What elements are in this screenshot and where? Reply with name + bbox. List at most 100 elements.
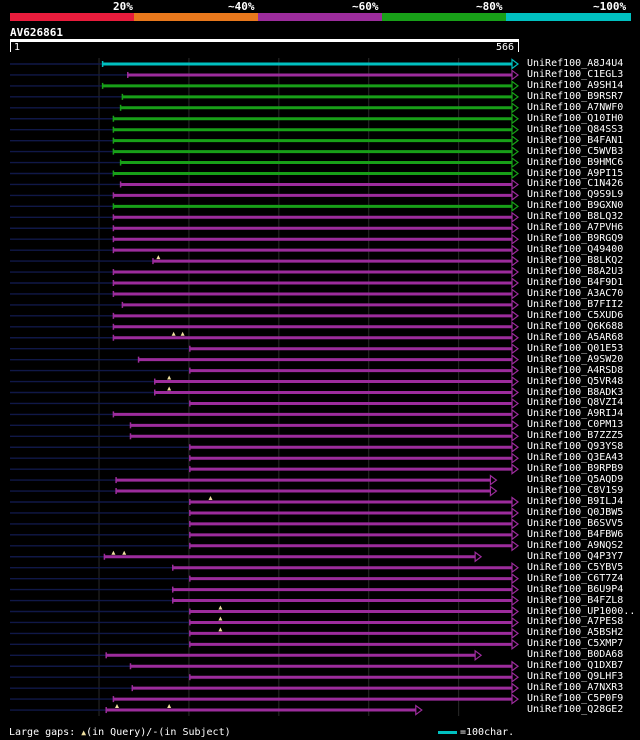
hit-label[interactable]: UniRef100_Q3EA43 [527, 452, 624, 464]
hit-row-uniref100-a7pes8[interactable] [10, 616, 519, 629]
hit-row-uniref100-c1egl3[interactable] [10, 69, 519, 81]
hit-label[interactable]: UniRef100_Q01E53 [527, 342, 624, 354]
hit-row-uniref100-c8v1s9[interactable] [10, 485, 498, 497]
hit-row-uniref100-b6u9p4[interactable] [10, 583, 519, 596]
hit-label[interactable]: UniRef100_B8A2U3 [527, 266, 624, 278]
hit-row-uniref100-b9ilj4[interactable] [10, 496, 519, 508]
hit-label[interactable]: UniRef100_Q1DXB7 [527, 660, 624, 672]
hit-label[interactable]: UniRef100_A3AC70 [527, 287, 624, 299]
hit-label[interactable]: UniRef100_A5BSH2 [527, 627, 624, 639]
hit-row-uniref100-q4p3y7[interactable] [10, 550, 483, 563]
hit-row-uniref100-q5vr48[interactable] [10, 375, 519, 388]
hit-row-uniref100-q0jbw5[interactable] [10, 507, 519, 519]
hit-label[interactable]: UniRef100_C5WVB3 [527, 145, 624, 157]
hit-row-uniref100-q1dxb7[interactable] [10, 660, 519, 672]
hit-label[interactable]: UniRef100_B8LQ32 [527, 211, 624, 223]
hit-label[interactable]: UniRef100_B4FAN1 [527, 134, 624, 146]
hit-row-uniref100-b8lq32[interactable] [10, 211, 519, 223]
hit-label[interactable]: UniRef100_A5AR68 [527, 331, 624, 343]
hit-label[interactable]: UniRef100_Q84SS3 [527, 123, 624, 135]
hit-row-uniref100-b9gxn0[interactable] [10, 200, 519, 213]
hit-label[interactable]: UniRef100_Q10IH0 [527, 112, 624, 124]
hit-row-uniref100-q10ih0[interactable] [10, 113, 519, 125]
hit-row-uniref100-b4fan1[interactable] [10, 134, 519, 147]
hit-label[interactable]: UniRef100_B9HMC6 [527, 156, 624, 168]
hit-row-uniref100-a8j4u4[interactable] [10, 58, 519, 70]
hit-label[interactable]: UniRef100_A9PI15 [527, 167, 624, 179]
hit-row-uniref100-c5xmp7[interactable] [10, 638, 519, 651]
hit-label[interactable]: UniRef100_B9RSR7 [527, 90, 624, 102]
hit-label[interactable]: UniRef100_Q6K688 [527, 320, 624, 332]
hit-label[interactable]: UniRef100_C1N426 [527, 178, 624, 190]
hit-label[interactable]: UniRef100_B4FZL8 [527, 594, 624, 606]
hit-label[interactable]: UniRef100_Q5VR48 [527, 375, 624, 387]
hit-label[interactable]: UniRef100_Q28GE2 [527, 704, 624, 716]
hit-label[interactable]: UniRef100_A7PES8 [527, 616, 624, 628]
hit-row-uniref100-c0pm13[interactable] [10, 419, 519, 432]
hit-row-uniref100-b4fbw6[interactable] [10, 529, 519, 541]
hit-label[interactable]: UniRef100_C5YBV5 [527, 561, 624, 573]
hit-label[interactable]: UniRef100_B9ILJ4 [527, 496, 624, 507]
hit-row-uniref100-b0da68[interactable] [10, 649, 483, 661]
hit-label[interactable]: UniRef100_A9RIJ4 [527, 408, 624, 420]
hit-row-uniref100-a5bsh2[interactable] [10, 627, 519, 640]
hit-row-uniref100-q9s9l9[interactable] [10, 189, 519, 202]
hit-label[interactable]: UniRef100_Q49400 [527, 244, 624, 256]
hit-row-uniref100-a7pvh6[interactable] [10, 222, 519, 234]
hit-row-uniref100-b4fzl8[interactable] [10, 594, 519, 607]
hit-label[interactable]: UniRef100_A7NXR3 [527, 682, 624, 694]
hit-row-uniref100-b9rgq9[interactable] [10, 233, 519, 245]
hit-row-uniref100-a5ar68[interactable] [10, 331, 519, 344]
hit-row-uniref100-q01e53[interactable] [10, 343, 519, 355]
hit-row-uniref100-a9pi15[interactable] [10, 167, 519, 180]
hit-row-uniref100-c5ybv5[interactable] [10, 562, 519, 574]
hit-row-uniref100-b9hmc6[interactable] [10, 156, 519, 169]
hit-label[interactable]: UniRef100_A9SW20 [527, 353, 624, 365]
hit-label[interactable]: UniRef100_Q0JBW5 [527, 506, 624, 518]
hit-label[interactable]: UniRef100_B8ADK3 [527, 386, 624, 398]
hit-row-uniref100-a9rij4[interactable] [10, 408, 519, 421]
hit-label[interactable]: UniRef100_B4F9D1 [527, 277, 624, 288]
hit-row-uniref100-c6t7z4[interactable] [10, 572, 519, 585]
hit-label[interactable]: UniRef100_A4RSD8 [527, 364, 624, 376]
hit-label[interactable]: UniRef100_B0DA68 [527, 649, 624, 661]
hit-row-uniref100-a9sw20[interactable] [10, 353, 519, 366]
hit-label[interactable]: UniRef100_C6T7Z4 [527, 572, 624, 584]
hit-row-uniref100-q8vzi4[interactable] [10, 397, 519, 410]
hit-label[interactable]: UniRef100_Q93YS8 [527, 441, 624, 453]
hit-row-uniref100-c1n426[interactable] [10, 178, 519, 191]
hit-label[interactable]: UniRef100_A7NWF0 [527, 101, 624, 113]
hit-row-uniref100-q9lhf3[interactable] [10, 671, 519, 683]
hit-row-uniref100-q84ss3[interactable] [10, 124, 519, 136]
hit-label[interactable]: UniRef100_Q5AQD9 [527, 474, 624, 486]
hit-row-uniref100-a4rsd8[interactable] [10, 364, 519, 377]
hit-label[interactable]: UniRef100_B8LKQ2 [527, 255, 624, 267]
hit-row-uniref100-b4f9d1[interactable] [10, 277, 519, 289]
hit-row-uniref100-q6k688[interactable] [10, 321, 519, 333]
hit-row-uniref100-a7nwf0[interactable] [10, 102, 519, 114]
hit-label[interactable]: UniRef100_B7ZZZ5 [527, 430, 624, 442]
hit-label[interactable]: UniRef100_UP1000.. [527, 605, 636, 617]
hit-label[interactable]: UniRef100_Q9S9L9 [527, 189, 624, 201]
hit-label[interactable]: UniRef100_Q4P3Y7 [527, 550, 624, 562]
hit-label[interactable]: UniRef100_Q9LHF3 [527, 671, 624, 683]
hit-label[interactable]: UniRef100_B6SVV5 [527, 517, 624, 529]
hit-label[interactable]: UniRef100_C1EGL3 [527, 68, 624, 80]
hit-row-uniref100-b9rsr7[interactable] [10, 91, 519, 103]
hit-label[interactable]: UniRef100_A7PVH6 [527, 222, 624, 234]
hit-row-uniref100-q28ge2[interactable] [10, 704, 423, 716]
hit-row-uniref100-q5aqd9[interactable] [10, 474, 498, 486]
hit-label[interactable]: UniRef100_A9NQS2 [527, 539, 624, 551]
hit-label[interactable]: UniRef100_C5P0F9 [527, 693, 624, 705]
hit-row-uniref100-c5p0f9[interactable] [10, 693, 519, 705]
hit-label[interactable]: UniRef100_A9SH14 [527, 79, 624, 91]
hit-label[interactable]: UniRef100_C5XUD6 [527, 309, 624, 321]
hit-label[interactable]: UniRef100_A8J4U4 [527, 58, 624, 69]
hit-label[interactable]: UniRef100_B4FBW6 [527, 528, 624, 540]
hit-row-uniref100-b8a2u3[interactable] [10, 266, 519, 278]
hit-row-uniref100-a3ac70[interactable] [10, 288, 519, 300]
hit-row-uniref100-b7zzz5[interactable] [10, 430, 519, 442]
hit-row-uniref100-a9nqs2[interactable] [10, 540, 519, 552]
hit-row-uniref100-b6svv5[interactable] [10, 518, 519, 530]
hit-row-uniref100-b9rpb9[interactable] [10, 463, 519, 475]
